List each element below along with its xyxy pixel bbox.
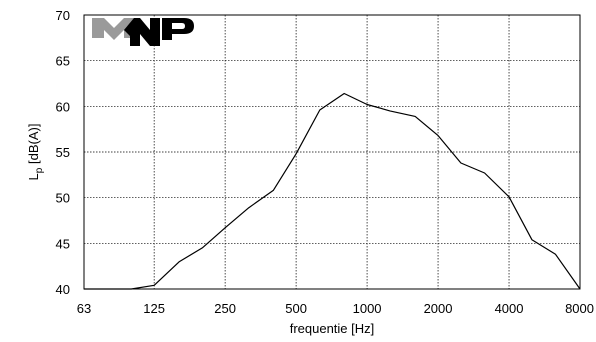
x-tick-label: 250 [214, 301, 236, 316]
y-tick-label: 70 [56, 8, 70, 23]
plot-area [84, 15, 580, 289]
x-axis-title: frequentie [Hz] [290, 321, 375, 336]
x-tick-label: 63 [77, 301, 91, 316]
y-axis-title-main: L [26, 173, 41, 180]
y-tick-label: 60 [56, 99, 70, 114]
y-tick-label: 45 [56, 236, 70, 251]
y-tick-label: 65 [56, 54, 70, 69]
x-tick-label: 8000 [565, 301, 594, 316]
x-tick-label: 2000 [424, 301, 453, 316]
y-axis-title: Lp [dB(A)] [26, 124, 45, 181]
y-tick-label: 55 [56, 145, 70, 160]
x-tick-label: 1000 [353, 301, 382, 316]
x-tick-label: 125 [143, 301, 165, 316]
y-axis-title-rest: [dB(A)] [26, 124, 41, 168]
y-tick-label: 50 [56, 191, 70, 206]
y-tick-label: 40 [56, 282, 70, 297]
x-tick-label: 500 [285, 301, 307, 316]
x-tick-label: 4000 [495, 301, 524, 316]
